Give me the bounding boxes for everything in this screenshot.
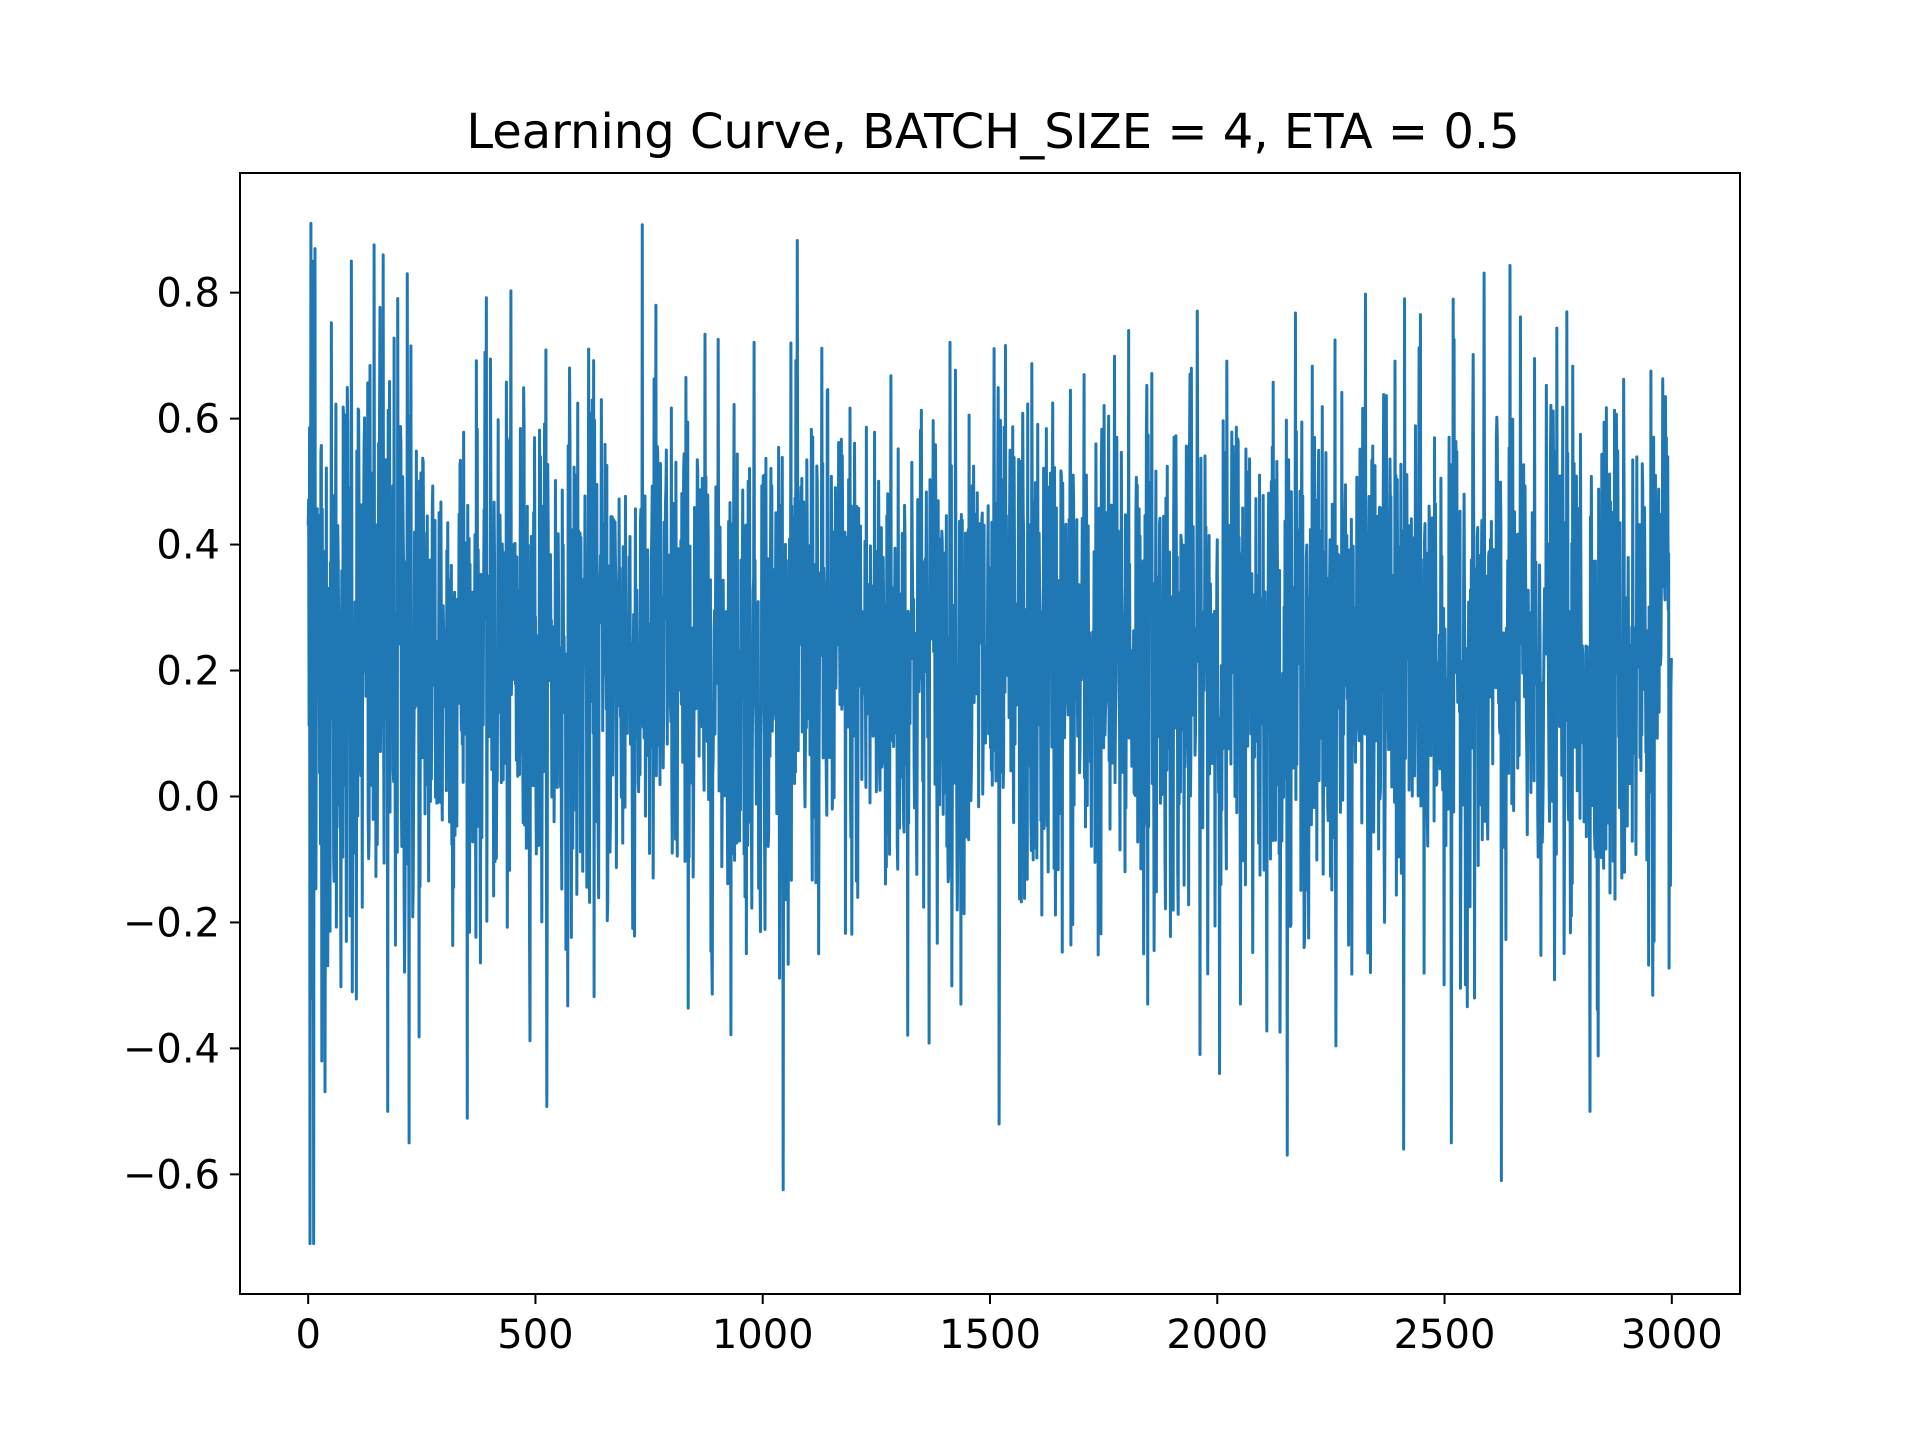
chart-title: Learning Curve, BATCH_SIZE = 4, ETA = 0.…	[466, 104, 1519, 160]
y-axis: −0.6 −0.4 −0.2 0.0 0.2 0.4 0.6 0.8	[123, 271, 240, 1198]
x-tick-label: 1000	[712, 1312, 814, 1358]
y-tick-label: −0.6	[123, 1152, 220, 1198]
x-tick-label: 2000	[1166, 1312, 1268, 1358]
y-tick-label: −0.4	[123, 1026, 220, 1072]
x-tick-label: 2500	[1394, 1312, 1496, 1358]
x-axis: 0 500 1000 1500 2000 2500 3000	[295, 1294, 1723, 1358]
learning-curve-line	[306, 221, 1673, 1246]
x-tick-label: 3000	[1621, 1312, 1723, 1358]
plot-frame	[239, 172, 1741, 1295]
x-tick-label: 500	[497, 1312, 573, 1358]
plot-area	[306, 221, 1673, 1246]
x-tick-label: 1500	[939, 1312, 1041, 1358]
y-tick-label: −0.2	[123, 900, 220, 946]
y-tick-label: 0.2	[156, 649, 220, 695]
y-tick-label: 0.4	[156, 523, 220, 569]
x-tick-label: 0	[295, 1312, 320, 1358]
y-tick-label: 0.0	[156, 774, 220, 820]
y-tick-label: 0.6	[156, 397, 220, 443]
y-tick-label: 0.8	[156, 271, 220, 317]
